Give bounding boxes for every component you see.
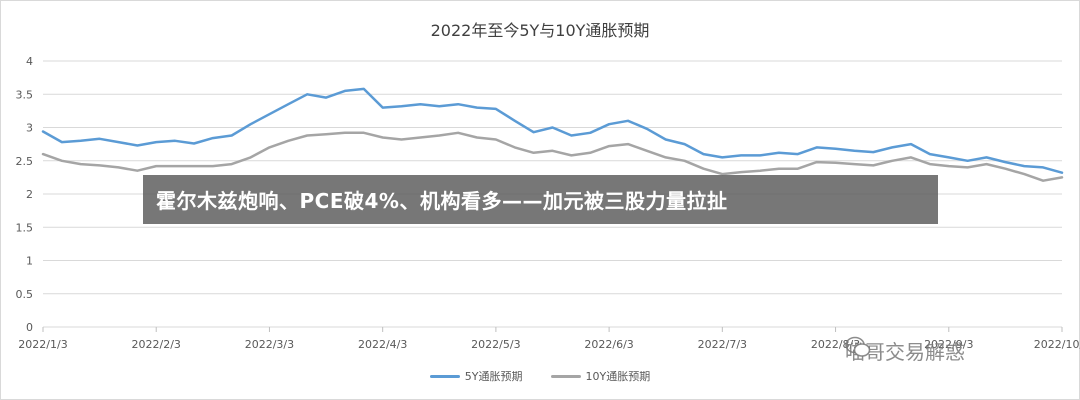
chart-legend: 5Y通胀预期 10Y通胀预期 bbox=[0, 368, 1080, 384]
y-tick-label: 0.5 bbox=[16, 288, 34, 301]
series-line-5y bbox=[41, 87, 1064, 174]
x-tick-label: 2022/7/3 bbox=[698, 338, 747, 351]
watermark: 喵哥交易解惑 bbox=[845, 336, 965, 365]
legend-item-5y: 5Y通胀预期 bbox=[429, 368, 523, 384]
legend-label-5y: 5Y通胀预期 bbox=[464, 370, 523, 383]
x-tick-label: 2022/6/3 bbox=[584, 338, 633, 351]
y-tick-label: 2.5 bbox=[16, 155, 34, 168]
x-tick-label: 2022/1/3 bbox=[18, 338, 67, 351]
chart-title: 2022年至今5Y与10Y通胀预期 bbox=[430, 21, 650, 40]
legend-label-10y: 10Y通胀预期 bbox=[585, 370, 651, 383]
y-tick-label: 1 bbox=[26, 255, 33, 268]
y-tick-label: 1.5 bbox=[16, 221, 34, 234]
wechat-icon bbox=[845, 336, 871, 357]
x-tick-label: 2022/5/3 bbox=[471, 338, 520, 351]
series-line-10y bbox=[41, 131, 1064, 182]
x-tick-label: 2022/10/3 bbox=[1034, 338, 1080, 351]
headline-banner: 霍尔木兹炮响、PCE破4%、机构看多——加元被三股力量拉扯 bbox=[143, 175, 938, 224]
x-tick-label: 2022/9/3 bbox=[924, 338, 973, 351]
x-tick-label: 2022/3/3 bbox=[245, 338, 294, 351]
y-tick-label: 4 bbox=[26, 55, 33, 68]
y-tick-label: 3.5 bbox=[16, 88, 34, 101]
legend-item-10y: 10Y通胀预期 bbox=[550, 368, 651, 384]
y-tick-label: 3 bbox=[26, 122, 33, 135]
headline-text: 霍尔木兹炮响、PCE破4%、机构看多——加元被三股力量拉扯 bbox=[156, 189, 728, 213]
legend-swatch-5y bbox=[429, 374, 460, 378]
x-tick-label: 2022/4/3 bbox=[358, 338, 407, 351]
legend-swatch-10y bbox=[550, 374, 581, 378]
x-tick-label: 2022/2/3 bbox=[132, 338, 181, 351]
y-tick-label: 0 bbox=[26, 321, 33, 334]
y-tick-label: 2 bbox=[26, 188, 33, 201]
